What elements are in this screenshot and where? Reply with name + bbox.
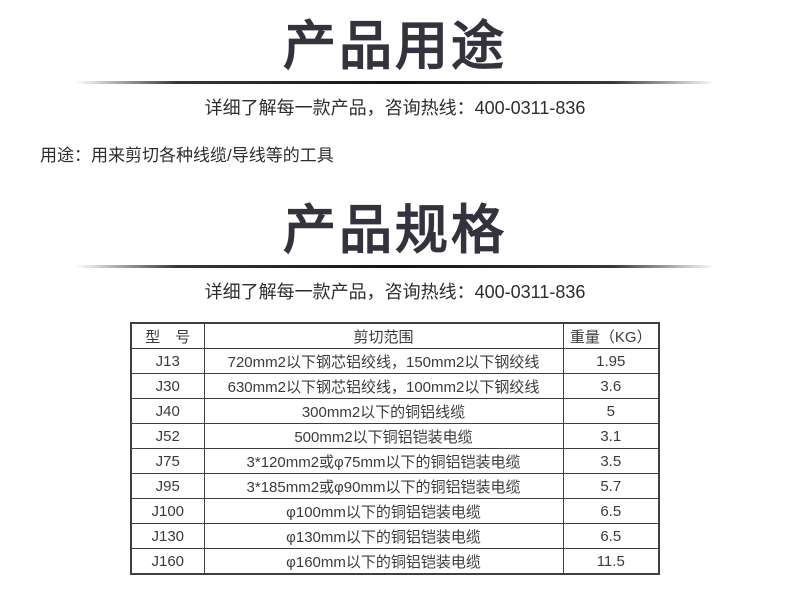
table-row: J95 3*185mm2或φ90mm以下的铜铝铠装电缆 5.7 bbox=[130, 473, 660, 499]
spec-section-title: 产品规格 bbox=[283, 200, 507, 261]
table-row: J100 φ100mm以下的铜铝铠装电缆 6.5 bbox=[130, 498, 660, 524]
cell-model: J30 bbox=[130, 373, 205, 399]
cell-weight: 1.95 bbox=[562, 348, 660, 374]
title-divider bbox=[75, 81, 715, 84]
cell-weight: 5 bbox=[562, 398, 660, 424]
cell-range: 300mm2以下的铜铝线缆 bbox=[203, 398, 564, 424]
cell-weight: 11.5 bbox=[562, 548, 660, 575]
cell-range: 3*185mm2或φ90mm以下的铜铝铠装电缆 bbox=[203, 473, 564, 499]
hotline-subtitle: 详细了解每一款产品，咨询热线：400-0311-836 bbox=[204, 98, 586, 118]
table-row: J13 720mm2以下钢芯铝绞线，150mm2以下钢绞线 1.95 bbox=[130, 348, 660, 374]
cell-model: J13 bbox=[130, 348, 205, 374]
cell-model: J40 bbox=[130, 398, 205, 424]
cell-range: 720mm2以下钢芯铝绞线，150mm2以下钢绞线 bbox=[203, 348, 564, 374]
cell-weight: 3.6 bbox=[562, 373, 660, 399]
cell-weight: 3.5 bbox=[562, 448, 660, 474]
table-header-row: 型 号 剪切范围 重量（KG） bbox=[130, 322, 660, 349]
cell-weight: 6.5 bbox=[562, 523, 660, 549]
cell-range: φ160mm以下的铜铝铠装电缆 bbox=[203, 548, 564, 575]
cell-weight: 5.7 bbox=[562, 473, 660, 499]
table-row: J75 3*120mm2或φ75mm以下的铜铝铠装电缆 3.5 bbox=[130, 448, 660, 474]
col-header-model: 型 号 bbox=[130, 322, 205, 349]
spec-table: 型 号 剪切范围 重量（KG） J13 720mm2以下钢芯铝绞线，150mm2… bbox=[130, 322, 660, 575]
cell-weight: 3.1 bbox=[562, 423, 660, 449]
cell-range: 3*120mm2或φ75mm以下的铜铝铠装电缆 bbox=[203, 448, 564, 474]
col-header-range: 剪切范围 bbox=[203, 322, 564, 349]
table-row: J160 φ160mm以下的铜铝铠装电缆 11.5 bbox=[130, 548, 660, 575]
cell-range: 500mm2以下铜铝铠装电缆 bbox=[203, 423, 564, 449]
cell-range: 630mm2以下钢芯铝绞线，100mm2以下钢绞线 bbox=[203, 373, 564, 399]
cell-model: J130 bbox=[130, 523, 205, 549]
usage-description: 用途：用来剪切各种线缆/导线等的工具 bbox=[40, 146, 334, 165]
cell-range: φ100mm以下的铜铝铠装电缆 bbox=[203, 498, 564, 524]
table-row: J30 630mm2以下钢芯铝绞线，100mm2以下钢绞线 3.6 bbox=[130, 373, 660, 399]
table-row: J40 300mm2以下的铜铝线缆 5 bbox=[130, 398, 660, 424]
cell-model: J100 bbox=[130, 498, 205, 524]
title-divider bbox=[75, 265, 715, 268]
cell-model: J52 bbox=[130, 423, 205, 449]
table-row: J52 500mm2以下铜铝铠装电缆 3.1 bbox=[130, 423, 660, 449]
col-header-weight: 重量（KG） bbox=[562, 322, 660, 349]
cell-model: J160 bbox=[130, 548, 205, 575]
usage-section-title: 产品用途 bbox=[283, 16, 507, 77]
spec-section: 产品规格 详细了解每一款产品，咨询热线：400-0311-836 型 号 剪切范… bbox=[0, 166, 790, 575]
cell-weight: 6.5 bbox=[562, 498, 660, 524]
usage-section: 产品用途 详细了解每一款产品，咨询热线：400-0311-836 用途：用来剪切… bbox=[0, 0, 790, 166]
hotline-subtitle: 详细了解每一款产品，咨询热线：400-0311-836 bbox=[204, 282, 586, 302]
cell-model: J95 bbox=[130, 473, 205, 499]
table-row: J130 φ130mm以下的铜铝铠装电缆 6.5 bbox=[130, 523, 660, 549]
cell-range: φ130mm以下的铜铝铠装电缆 bbox=[203, 523, 564, 549]
cell-model: J75 bbox=[130, 448, 205, 474]
